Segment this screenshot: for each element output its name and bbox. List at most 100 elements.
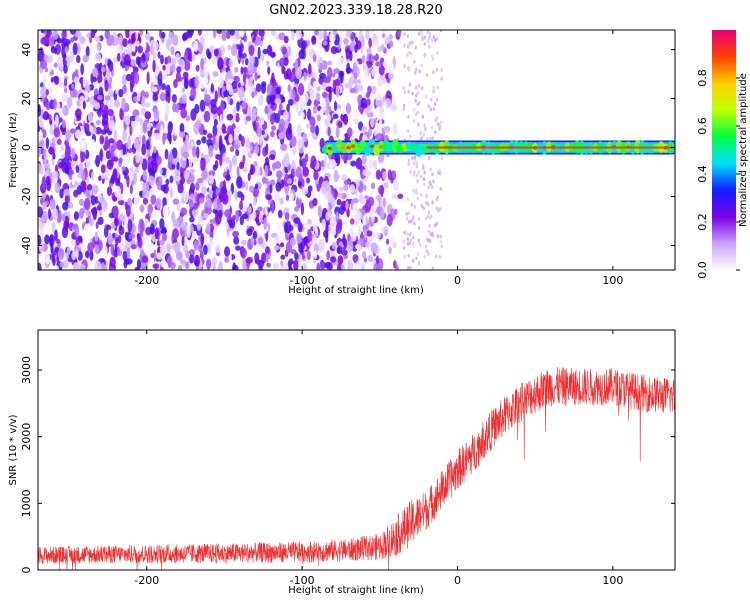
spectrogram-noise-blob	[53, 98, 57, 110]
spectrogram-noise-blob	[319, 108, 325, 115]
spectrogram-noise-blob	[358, 195, 363, 204]
spectrogram-noise-blob	[403, 240, 406, 245]
spectrogram-noise-blob	[370, 242, 378, 254]
spectrogram-noise-blob	[202, 244, 208, 256]
spectrogram-noise-blob	[402, 103, 406, 108]
spectrogram-noise-blob	[373, 130, 377, 136]
spectrogram-noise-blob	[160, 184, 167, 192]
spectrogram-noise-blob	[308, 33, 313, 40]
spectrogram-noise-blob	[257, 206, 263, 212]
spectrogram-noise-blob	[41, 210, 49, 222]
spectrogram-noise-blob	[201, 170, 208, 180]
spectrogram-noise-blob	[296, 124, 302, 137]
spectrogram-noise-blob	[180, 207, 188, 216]
spectrogram-noise-blob	[342, 113, 349, 126]
spectrogram-noise-blob	[324, 261, 331, 269]
spectrogram-noise-blob	[182, 34, 187, 41]
spectrogram-noise-blob	[64, 146, 69, 158]
spectrogram-noise-blob	[264, 156, 270, 166]
spectrogram-noise-blob	[131, 50, 137, 57]
spectrogram-noise-blob	[81, 207, 86, 214]
spectrogram-noise-blob	[130, 244, 137, 250]
spectrogram-noise-blob	[434, 254, 438, 259]
spectrogram-noise-blob	[343, 179, 351, 186]
spectrogram-noise-blob	[142, 51, 146, 64]
spectrogram-noise-blob	[368, 158, 374, 170]
snr-panel: -200 -100 0 100 0 1000 2000 3000 Height of str…	[8, 329, 676, 596]
spectrogram-noise-blob	[293, 259, 299, 270]
spectrogram-noise-blob	[345, 67, 353, 74]
spectrogram-noise-blob	[411, 235, 415, 240]
spectrogram-noise-blob	[439, 30, 443, 33]
spectrogram-noise-blob	[434, 101, 437, 106]
spectrogram-noise-blob	[346, 102, 351, 115]
spectrogram-noise-blob	[307, 185, 313, 192]
spectrogram-noise-blob	[146, 71, 150, 85]
spectrogram-noise-blob	[411, 91, 414, 96]
snr-frame	[37, 329, 676, 571]
spectrogram-noise-blob	[337, 42, 341, 51]
spectrogram-noise-blob	[263, 183, 268, 189]
spectrogram-noise-blob	[72, 42, 78, 56]
spectrogram-noise-blob	[97, 216, 104, 225]
spectrogram-noise-blob	[162, 205, 169, 218]
spectrogram-noise-blob	[310, 155, 317, 168]
spectrogram-noise-blob	[267, 66, 271, 75]
spectrogram-noise-blob	[171, 211, 176, 223]
spectrogram-noise-blob	[260, 119, 265, 126]
spectrogram-noise-blob	[225, 174, 231, 181]
spectrogram-noise-blob	[277, 221, 282, 231]
spectrogram-noise-blob	[94, 260, 102, 270]
colorbar-gradient	[712, 30, 736, 270]
spectrogram-noise-blob	[219, 113, 223, 126]
spectrogram-noise-blob	[155, 197, 162, 209]
spectrogram-noise-blob	[338, 192, 344, 198]
spectrogram-noise-blob	[294, 252, 299, 260]
spectrogram-noise-blob	[425, 73, 429, 78]
spectrogram-noise-blob	[403, 64, 406, 69]
spectrogram-noise-blob	[350, 33, 355, 42]
spectrogram-noise-blob	[142, 197, 149, 205]
spectrogram-noise-blob	[438, 126, 441, 131]
spectrogram-noise-blob	[62, 260, 69, 269]
spectrogram-noise-blob	[368, 104, 372, 112]
spectrogram-noise-blob	[434, 130, 437, 135]
spectrogram-noise-blob	[61, 107, 66, 115]
spectrogram-noise-blob	[264, 105, 269, 115]
spectrogram-noise-blob	[415, 161, 419, 166]
spectrogram-noise-blob	[106, 186, 113, 197]
spectrogram-noise-blob	[175, 251, 183, 261]
spectrogram-noise-blob	[307, 40, 311, 47]
spectrogram-noise-blob	[306, 250, 311, 261]
spectrogram-x-tick-label: -100	[290, 274, 315, 287]
spectrogram-noise-blob	[344, 71, 348, 83]
spectrogram-noise-blob	[193, 40, 199, 52]
spectrogram-noise-blob	[200, 58, 204, 70]
spectrogram-noise-blob	[423, 42, 426, 47]
spectrogram-noise-blob	[159, 244, 166, 256]
spectrogram-noise-blob	[70, 37, 75, 43]
spectrogram-noise-blob	[430, 125, 434, 130]
spectrogram-noise-blob	[265, 252, 269, 263]
spectrogram-noise-blob	[349, 184, 355, 193]
spectrogram-noise-blob	[99, 134, 105, 145]
spectrogram-noise-blob	[152, 59, 156, 73]
spectrogram-noise-blob	[76, 185, 83, 195]
spectrogram-noise-blob	[199, 66, 206, 78]
spectrogram-noise-blob	[203, 110, 211, 123]
spectrogram-noise-blob	[415, 85, 418, 90]
spectrogram-noise-blob	[240, 66, 244, 75]
spectrogram-noise-blob	[333, 68, 341, 74]
spectrogram-noise-blob	[179, 131, 186, 139]
spectrogram-signal-core	[426, 146, 675, 149]
spectrogram-noise-blob	[46, 54, 54, 63]
spectrogram-noise-blob	[367, 196, 375, 207]
spectrogram-noise-blob	[104, 30, 110, 40]
spectrogram-noise-blob	[386, 213, 393, 227]
spectrogram-noise-blob	[406, 34, 410, 39]
spectrogram-noise-blob	[198, 215, 203, 223]
spectrogram-noise-blob	[279, 197, 284, 205]
spectrogram-noise-blob	[171, 164, 176, 170]
spectrogram-noise-blob	[325, 96, 330, 108]
spectrogram-noise-blob	[308, 144, 314, 157]
